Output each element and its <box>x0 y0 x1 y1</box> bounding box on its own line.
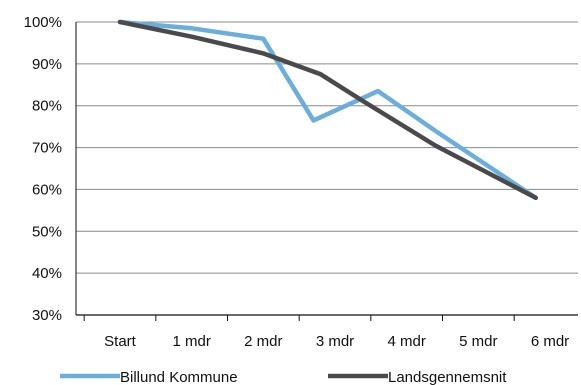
y-tick-label: 40% <box>32 265 62 282</box>
x-tick-label: 5 mdr <box>459 333 497 350</box>
legend-label-0: Billund Kommune <box>120 369 238 385</box>
gridlines <box>76 22 578 273</box>
x-tick-label: 6 mdr <box>531 333 569 350</box>
x-tick-label: 2 mdr <box>244 333 282 350</box>
y-tick-label: 80% <box>32 98 62 115</box>
y-tick-label: 60% <box>32 181 62 198</box>
y-tick-label: 30% <box>32 307 62 324</box>
y-tick-label: 70% <box>32 140 62 157</box>
x-tick-label: Start <box>104 333 137 350</box>
legend: Billund Kommune Landsgennemsnit <box>60 369 507 385</box>
x-axis: Start 1 mdr 2 mdr 3 mdr 4 mdr 5 mdr 6 mdr <box>76 315 578 350</box>
series-lines <box>120 22 536 198</box>
x-tick-label: 4 mdr <box>387 333 425 350</box>
y-tick-label: 50% <box>32 223 62 240</box>
y-axis: 30% 40% 50% 60% 70% 80% 90% 100% <box>24 14 76 324</box>
series-line-1 <box>120 22 536 198</box>
y-tick-label: 100% <box>24 14 62 31</box>
series-line-0 <box>120 22 536 198</box>
x-tick-label: 1 mdr <box>172 333 210 350</box>
y-tick-label: 90% <box>32 56 62 73</box>
legend-label-1: Landsgennemsnit <box>388 369 507 385</box>
x-tick-label: 3 mdr <box>316 333 354 350</box>
